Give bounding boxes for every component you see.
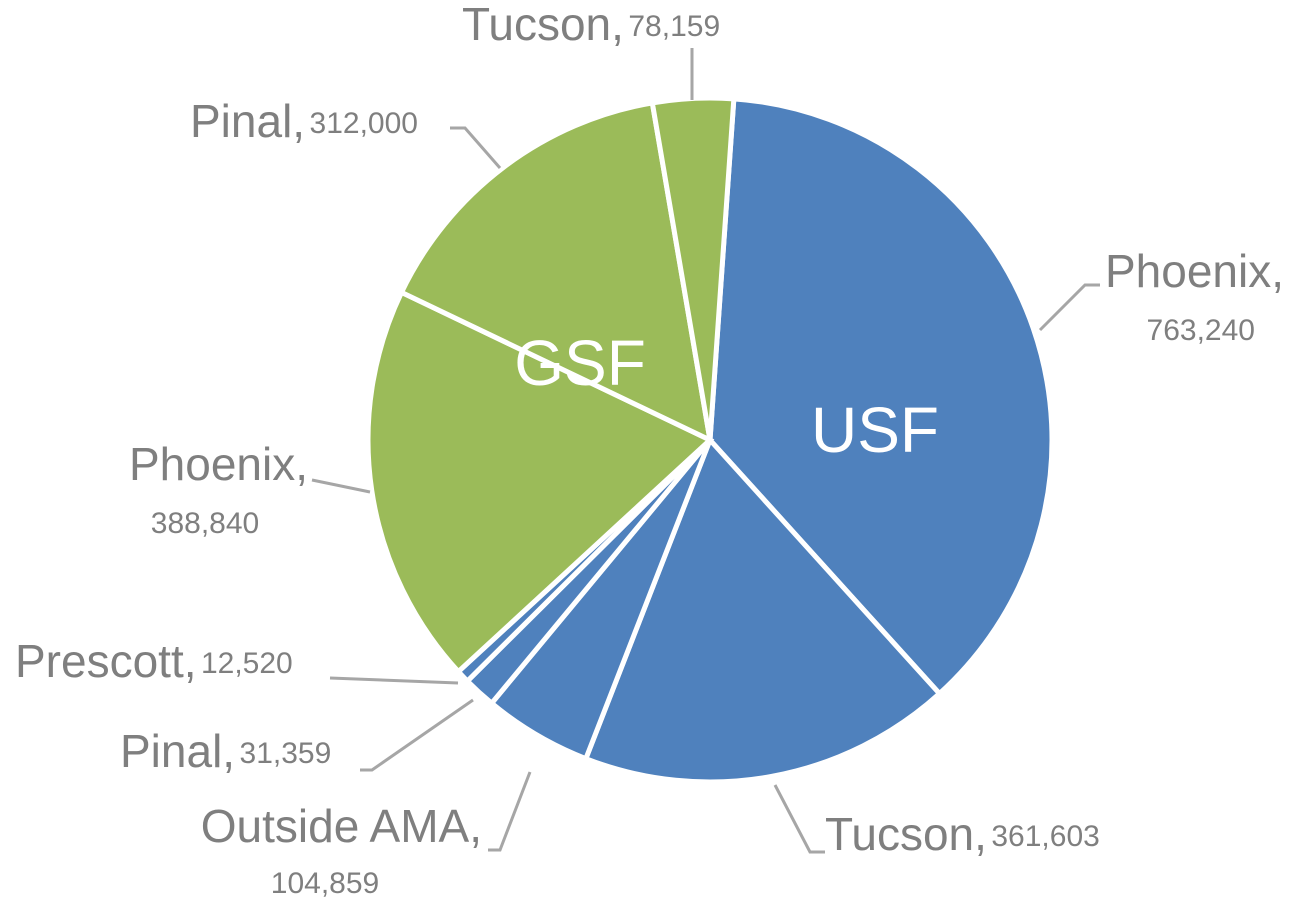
category-label: Phoenix, (1105, 245, 1284, 297)
group-label: GSF (514, 327, 646, 399)
value-label: 31,359 (240, 737, 332, 770)
category-label: Prescott, (15, 635, 197, 687)
category-label: Phoenix, (129, 438, 308, 490)
leader-line (1038, 283, 1100, 332)
group-label: USF (811, 394, 939, 466)
leader-line (773, 784, 825, 854)
pie-slice (365, 289, 715, 676)
category-label: Tucson, (462, 0, 624, 50)
value-label: 12,520 (201, 647, 293, 680)
value-label: 361,603 (991, 820, 1099, 853)
slice-label: Pinal, 312,000 (190, 95, 418, 147)
slice-label: Pinal, 31,359 (120, 725, 331, 777)
pie-slice (398, 100, 714, 445)
pie-slice (707, 96, 1055, 698)
slice-label: Prescott, 12,520 (15, 635, 293, 687)
category-label: Tucson, (825, 808, 987, 860)
value-label: 388,840 (151, 507, 259, 540)
slice-label: Tucson, 361,603 (825, 808, 1100, 860)
value-label: 763,240 (1147, 314, 1255, 347)
leader-line (329, 676, 459, 685)
leader-line (488, 771, 532, 852)
category-label: Pinal, (120, 725, 235, 777)
pie-slice (582, 435, 943, 785)
leader-line (311, 478, 371, 494)
slice-label: Phoenix, (1105, 245, 1284, 297)
slice-label: Phoenix, (129, 438, 308, 490)
category-label: Pinal, (190, 95, 305, 147)
value-label: 104,859 (271, 867, 379, 900)
value-label: 78,159 (628, 10, 720, 43)
category-label: Outside AMA, (201, 800, 482, 852)
slice-label: Tucson, 78,159 (462, 0, 720, 50)
value-label: 312,000 (310, 107, 418, 140)
slice-label: Outside AMA, (201, 800, 482, 852)
leader-line (450, 126, 502, 169)
leader-line (360, 698, 474, 772)
